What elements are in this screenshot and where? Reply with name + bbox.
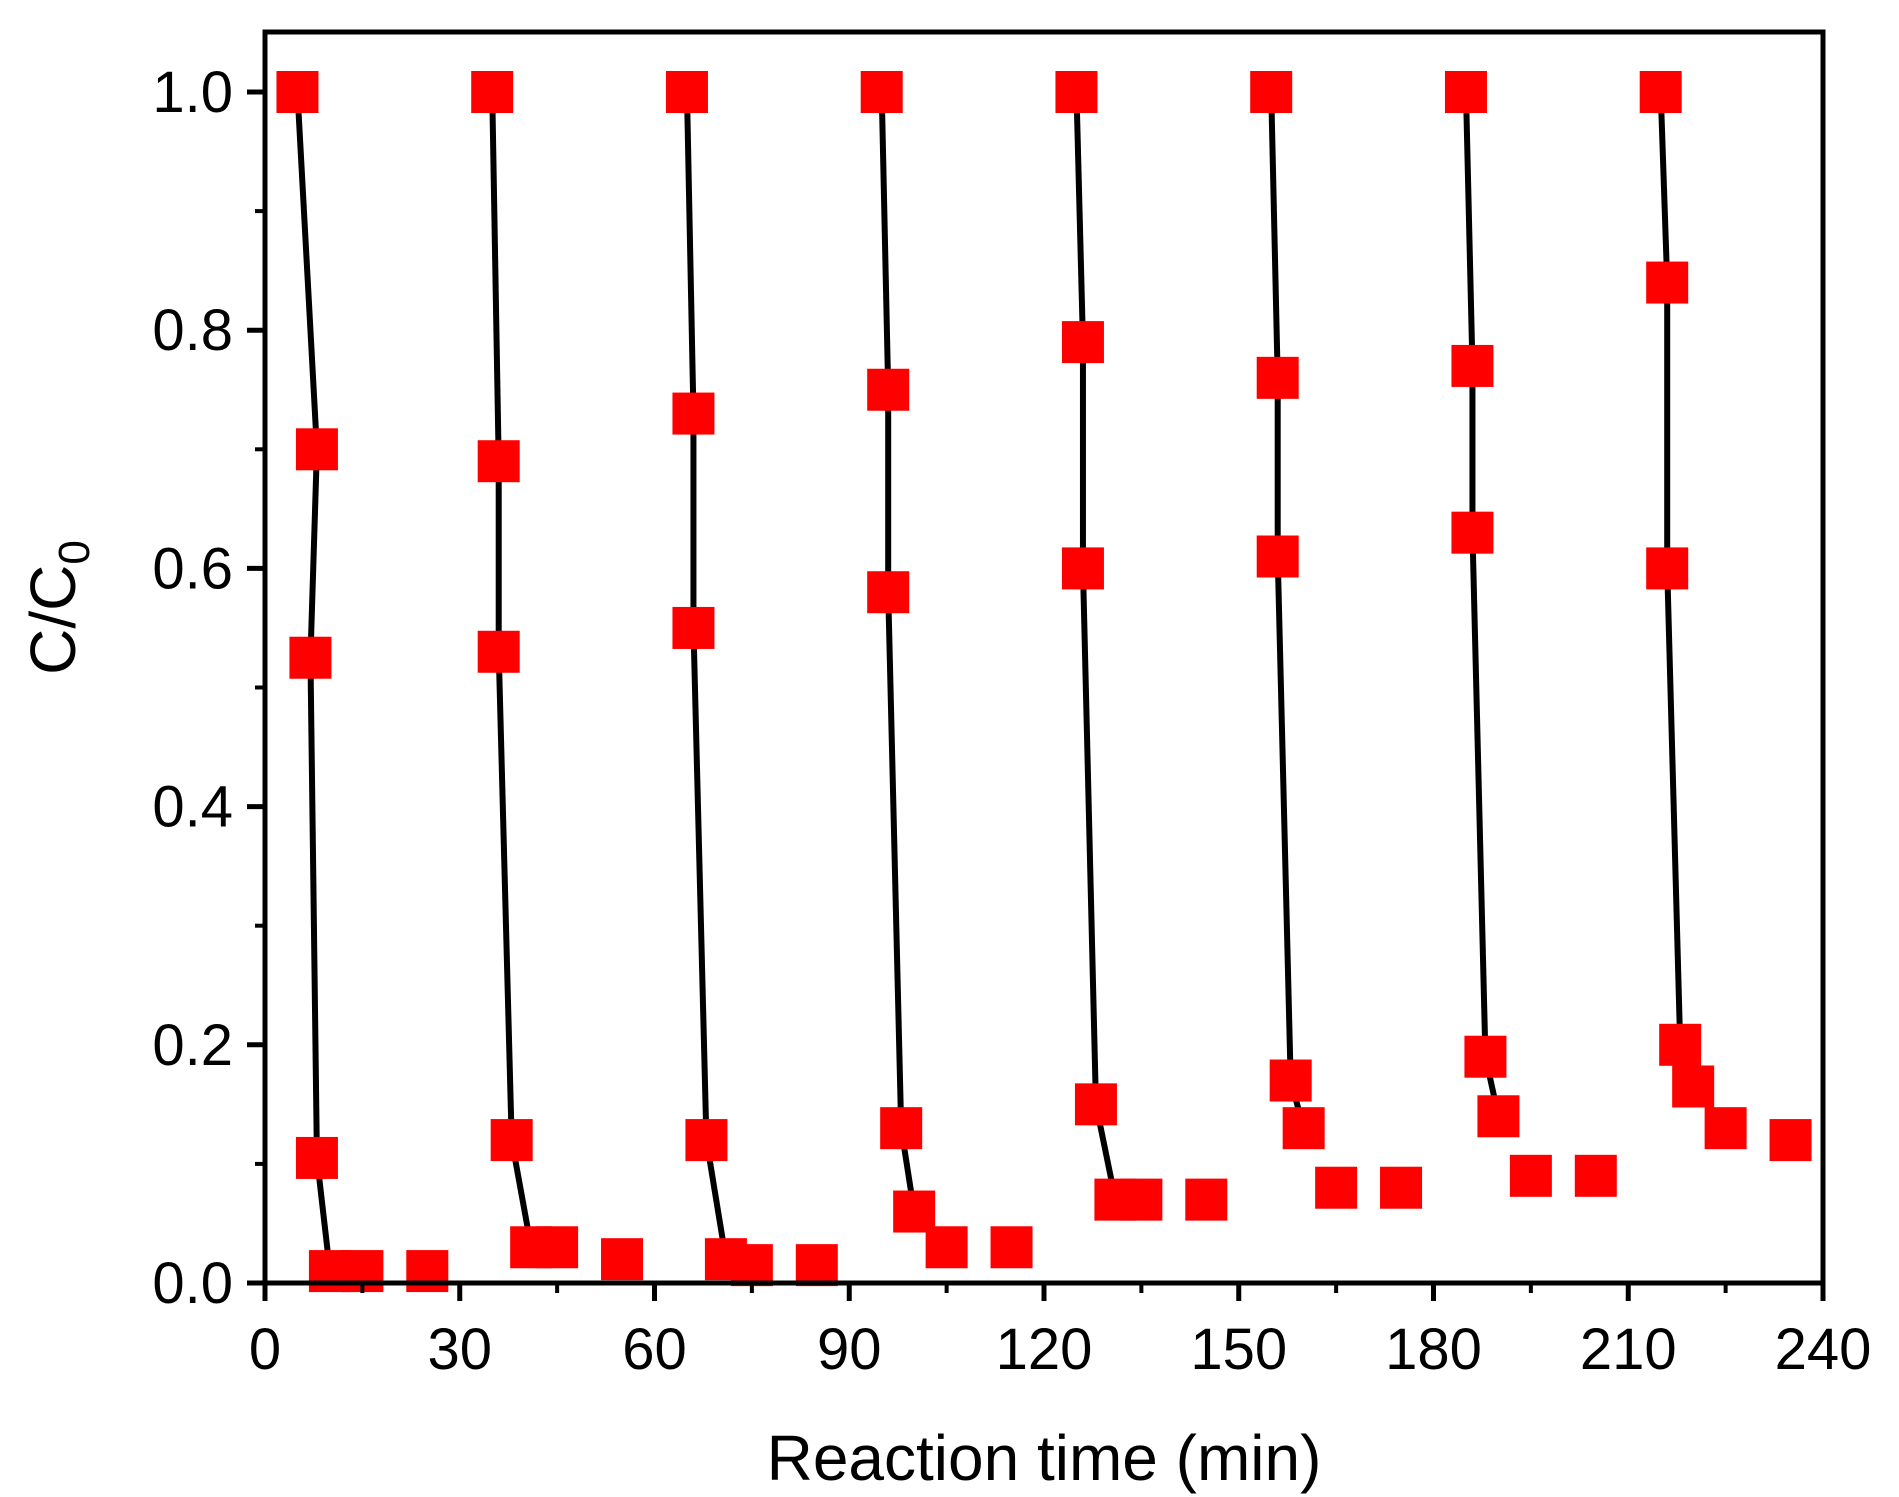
y-tick-label-0.2: 0.2 <box>152 1013 233 1078</box>
cycle-2-point-7 <box>601 1238 644 1281</box>
cycle-5-point-7 <box>1185 1178 1228 1221</box>
cycle-7-point-4 <box>1464 1035 1507 1078</box>
cycle-5-point-1 <box>1055 71 1098 113</box>
cycle-2-point-3 <box>477 630 520 673</box>
cycle-1-point-4 <box>295 1136 338 1179</box>
cycle-7-point-1 <box>1444 71 1487 113</box>
cycle-8-point-3 <box>1646 547 1689 590</box>
x-axis-title: Reaction time (min) <box>767 1422 1322 1494</box>
cycle-8-point-4 <box>1659 1023 1702 1066</box>
y-tick-label-0.8: 0.8 <box>152 298 233 363</box>
cycle-1-point-2 <box>295 428 338 471</box>
y-tick-label-0.4: 0.4 <box>152 775 233 840</box>
cycle-6-line <box>1268 91 1307 1129</box>
cycle-3-point-6 <box>730 1244 773 1287</box>
y-axis-title-main: C/C <box>17 565 89 675</box>
cycle-8-point-5 <box>1672 1065 1715 1108</box>
cycle-3-point-3 <box>672 606 715 649</box>
cycle-6-point-7 <box>1380 1166 1423 1209</box>
x-tick-label-0: 0 <box>249 1317 281 1382</box>
cycle-2-point-6 <box>536 1226 579 1269</box>
cycle-5-point-4 <box>1074 1083 1117 1126</box>
cycle-8-point-1 <box>1639 71 1682 113</box>
x-tick-label-120: 120 <box>996 1317 1093 1382</box>
cycle-3-point-1 <box>665 71 708 113</box>
cycle-6-point-2 <box>1256 356 1299 399</box>
cycle-4-point-1 <box>860 71 903 113</box>
cycle-6-point-5 <box>1282 1107 1325 1150</box>
cycle-7-point-6 <box>1509 1154 1552 1197</box>
cycle-4-point-3 <box>867 571 910 614</box>
cycle-5-point-3 <box>1061 547 1104 590</box>
cycle-7-point-2 <box>1451 344 1494 387</box>
data-markers <box>276 71 1812 1293</box>
cycle-3-point-2 <box>672 392 715 435</box>
cycle-6-point-1 <box>1250 71 1293 113</box>
x-tick-label-240: 240 <box>1775 1317 1872 1382</box>
axis-ticks <box>247 89 1826 1301</box>
cycle-1-point-3 <box>289 636 332 679</box>
cycle-8-point-7 <box>1769 1119 1812 1162</box>
cycle-4-line <box>878 91 918 1213</box>
cycle-3-point-7 <box>795 1244 838 1287</box>
cycle-8-point-6 <box>1704 1107 1747 1150</box>
cycle-1-point-7 <box>406 1250 449 1293</box>
cycle-6-point-6 <box>1315 1166 1358 1209</box>
cycle-7-point-5 <box>1477 1095 1520 1138</box>
cycle-7-point-3 <box>1451 511 1494 554</box>
tick-labels: 0 30 60 90 120 150 180 210 240 0.0 0.2 0.4 0.6 0.8 1.0 <box>152 60 1871 1382</box>
y-tick-label-0.0: 0.0 <box>152 1251 233 1316</box>
cycle-4-point-4 <box>880 1107 923 1150</box>
cycle-lines <box>294 91 1697 1272</box>
y-tick-label-0.6: 0.6 <box>152 536 233 601</box>
cycle-2-point-1 <box>471 71 514 113</box>
y-axis-title-subscript: 0 <box>50 540 99 564</box>
cycle-2-point-2 <box>477 440 520 483</box>
cycle-5-line <box>1073 91 1119 1201</box>
cycle-6-point-3 <box>1256 535 1299 578</box>
cycle-3-point-4 <box>685 1119 728 1162</box>
cycle-4-point-5 <box>893 1190 936 1233</box>
y-axis-title: C/C0 <box>17 540 99 675</box>
x-tick-label-60: 60 <box>622 1317 687 1382</box>
cycle-5-point-2 <box>1061 321 1104 364</box>
cycle-8-point-2 <box>1646 261 1689 304</box>
cycle-7-point-7 <box>1574 1154 1617 1197</box>
cycle-1-point-1 <box>276 71 319 113</box>
cycle-7-line <box>1462 91 1502 1117</box>
y-tick-label-1.0: 1.0 <box>152 60 233 125</box>
cycle-2-point-4 <box>490 1119 533 1162</box>
cycle-5-point-6 <box>1120 1178 1163 1221</box>
x-tick-label-90: 90 <box>817 1317 882 1382</box>
x-tick-label-180: 180 <box>1385 1317 1482 1382</box>
cycle-4-point-6 <box>925 1226 968 1269</box>
cycle-4-point-7 <box>990 1226 1033 1269</box>
x-tick-label-30: 30 <box>427 1317 492 1382</box>
cycle-3-line <box>683 91 729 1260</box>
x-tick-label-150: 150 <box>1190 1317 1287 1382</box>
cycle-1-line <box>294 91 333 1272</box>
x-tick-label-210: 210 <box>1580 1317 1677 1382</box>
cycle-6-point-4 <box>1269 1059 1312 1102</box>
cycle-4-point-2 <box>867 368 910 411</box>
